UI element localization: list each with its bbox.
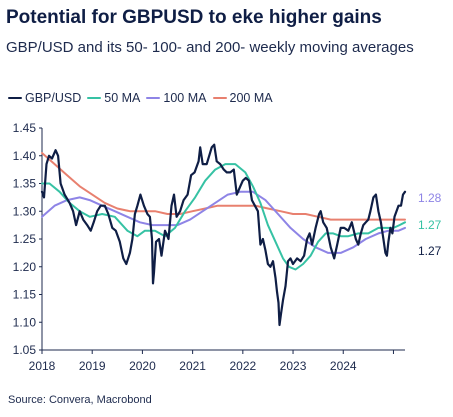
- x-tick-label: 2023: [280, 359, 307, 373]
- chart-subtitle: GBP/USD and its 50- 100- and 200- weekly…: [6, 39, 414, 56]
- series-line-100-ma: [41, 190, 406, 254]
- y-tick-label: 1.20: [13, 260, 37, 274]
- legend-item-200ma: 200 MA: [212, 91, 273, 105]
- legend-swatch-50ma: [87, 96, 102, 100]
- y-tick-label: 1.10: [13, 315, 37, 329]
- end-value-label: 1.28: [418, 191, 442, 205]
- y-tick-label: 1.30: [13, 204, 37, 218]
- chart-legend: GBP/USD 50 MA 100 MA 200 MA: [8, 90, 279, 106]
- legend-label-50ma: 50 MA: [104, 91, 141, 105]
- x-tick-label: 2019: [79, 359, 106, 373]
- y-tick-label: 1.35: [13, 177, 37, 191]
- x-tick-label: 2022: [229, 359, 256, 373]
- legend-item-gbpusd: GBP/USD: [8, 91, 81, 105]
- y-tick-label: 1.45: [13, 121, 37, 135]
- y-tick-label: 1.40: [13, 149, 37, 163]
- source-note: Source: Convera, Macrobond: [8, 394, 152, 406]
- x-tick-label: 2024: [330, 359, 357, 373]
- legend-swatch-200ma: [212, 96, 227, 100]
- legend-item-100ma: 100 MA: [146, 91, 207, 105]
- series-line-gbp-usd: [40, 143, 407, 327]
- x-tick-label: 2020: [129, 359, 156, 373]
- y-tick-label: 1.25: [13, 232, 37, 246]
- legend-swatch-100ma: [146, 96, 161, 100]
- legend-label-200ma: 200 MA: [229, 91, 273, 105]
- legend-swatch-gbpusd: [8, 96, 22, 100]
- chart-title: Potential for GBPUSD to eke higher gains: [6, 7, 382, 28]
- legend-label-100ma: 100 MA: [163, 91, 207, 105]
- legend-label-gbpusd: GBP/USD: [25, 91, 82, 105]
- x-tick-label: 2018: [29, 359, 56, 373]
- series-line-200-ma: [41, 152, 406, 221]
- line-chart: 1.45 1.40 1.35 1.30 1.25 1.20 1.15 1.10 1.05 2018…: [13, 121, 442, 373]
- y-tick-label: 1.05: [13, 343, 37, 357]
- y-tick-label: 1.15: [13, 288, 37, 302]
- end-value-label: 1.27: [418, 218, 442, 232]
- end-value-label: 1.27: [418, 244, 442, 258]
- x-tick-label: 2021: [179, 359, 206, 373]
- legend-item-50ma: 50 MA: [87, 91, 140, 105]
- series-line-50-ma: [41, 163, 406, 271]
